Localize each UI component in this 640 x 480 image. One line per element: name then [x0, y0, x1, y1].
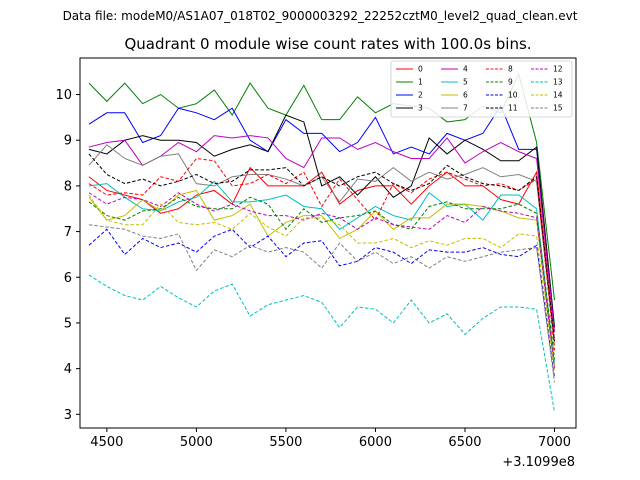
legend-frame	[390, 60, 573, 118]
x-tick-label: 5000	[180, 435, 213, 450]
series-line-3	[88, 114, 556, 328]
y-tick-label: 3	[64, 408, 72, 423]
legend-label-7: 7	[463, 104, 468, 113]
legend-label-9: 9	[508, 78, 513, 87]
series-line-14	[88, 194, 556, 374]
series-line-15	[88, 224, 556, 383]
y-tick-label: 7	[64, 225, 72, 240]
series-line-11	[88, 153, 556, 342]
series-line-0	[88, 166, 556, 342]
legend-label-6: 6	[463, 91, 468, 100]
legend-label-13: 13	[553, 78, 563, 87]
legend-label-0: 0	[418, 65, 423, 74]
series-line-7	[88, 144, 556, 346]
figure-suptitle: Data file: modeM0/AS1A07_018T02_90000032…	[63, 9, 578, 23]
series-line-12	[88, 192, 556, 369]
series-line-2	[88, 104, 556, 328]
series-line-9	[88, 196, 556, 360]
x-tick-label: 5500	[269, 435, 302, 450]
legend-label-8: 8	[508, 65, 513, 74]
series-line-6	[88, 189, 556, 369]
legend-label-15: 15	[553, 104, 563, 113]
x-tick-label: 6500	[448, 435, 481, 450]
series-line-8	[88, 157, 556, 351]
series-line-13	[88, 274, 556, 413]
x-offset-label: +3.1099e8	[502, 455, 575, 470]
plot-area	[88, 72, 556, 413]
chart-title: Quadrant 0 module wise count rates with …	[124, 35, 531, 53]
legend-label-2: 2	[418, 91, 423, 100]
y-tick-label: 5	[64, 316, 72, 331]
series-line-5	[88, 180, 556, 365]
x-tick-label: 7000	[538, 435, 571, 450]
legend-label-3: 3	[418, 104, 423, 113]
legend-label-5: 5	[463, 78, 468, 87]
legend-label-12: 12	[553, 65, 563, 74]
legend-label-4: 4	[463, 65, 468, 74]
y-tick-label: 4	[64, 362, 72, 377]
x-tick-label: 6000	[359, 435, 392, 450]
series-line-10	[88, 228, 556, 378]
series-line-4	[88, 135, 556, 333]
legend-label-1: 1	[418, 78, 423, 87]
x-tick-label: 4500	[90, 435, 123, 450]
y-tick-label: 6	[64, 271, 72, 286]
legend-label-11: 11	[508, 104, 518, 113]
y-tick-label: 10	[55, 88, 72, 103]
y-tick-label: 9	[64, 134, 72, 149]
axes-frame	[79, 57, 577, 429]
legend-label-10: 10	[508, 91, 518, 100]
legend-label-14: 14	[553, 91, 563, 100]
y-tick-label: 8	[64, 179, 72, 194]
